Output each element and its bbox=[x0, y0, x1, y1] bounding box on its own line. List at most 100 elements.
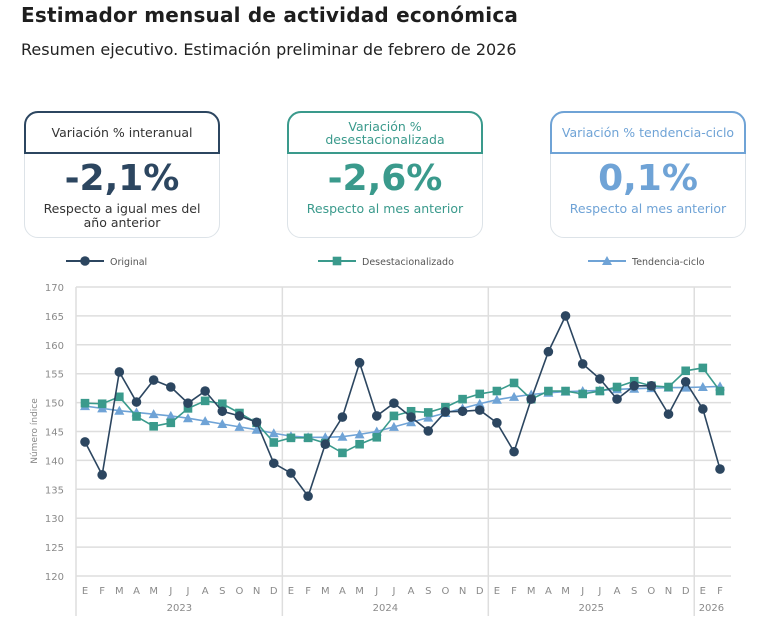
x-tick-label: M bbox=[527, 586, 536, 597]
data-point bbox=[509, 446, 519, 457]
data-point bbox=[80, 398, 90, 408]
y-axis-label: Número índice bbox=[30, 398, 40, 464]
x-tick-label: S bbox=[631, 586, 637, 597]
data-point bbox=[612, 382, 622, 392]
x-tick-label: J bbox=[580, 586, 584, 597]
x-tick-label: E bbox=[700, 586, 706, 597]
data-point bbox=[268, 458, 279, 469]
x-tick-label: M bbox=[149, 586, 158, 597]
card-value: -2,6% bbox=[327, 158, 443, 199]
data-point bbox=[440, 407, 451, 417]
data-point bbox=[303, 433, 313, 443]
card-label: Variación % tendencia-ciclo bbox=[550, 111, 746, 154]
data-point bbox=[474, 398, 485, 408]
data-point bbox=[423, 408, 433, 417]
x-tick-label: J bbox=[391, 586, 395, 597]
data-point bbox=[663, 409, 674, 419]
data-point bbox=[217, 406, 228, 417]
y-tick-label: 150 bbox=[45, 399, 64, 410]
x-tick-label: E bbox=[288, 586, 294, 597]
data-point bbox=[97, 470, 107, 480]
x-tick-label: M bbox=[115, 586, 124, 597]
data-point bbox=[612, 394, 622, 404]
data-point bbox=[355, 439, 364, 449]
data-point bbox=[474, 405, 485, 415]
x-tick-label: O bbox=[441, 586, 449, 597]
x-tick-label: A bbox=[339, 586, 346, 597]
data-point bbox=[286, 433, 296, 443]
data-point bbox=[406, 406, 416, 416]
data-point bbox=[303, 491, 313, 502]
card-value: -2,1% bbox=[64, 158, 180, 199]
data-point bbox=[217, 418, 228, 428]
data-point bbox=[217, 399, 227, 409]
data-point bbox=[595, 386, 605, 396]
y-tick-label: 120 bbox=[45, 572, 64, 583]
data-point bbox=[371, 411, 382, 421]
y-tick-label: 160 bbox=[45, 341, 64, 352]
y-tick-label: 165 bbox=[45, 312, 64, 323]
data-point bbox=[182, 413, 193, 423]
data-point bbox=[234, 411, 245, 421]
data-point bbox=[681, 366, 690, 376]
card-label: Variación % interanual bbox=[24, 111, 220, 154]
data-point bbox=[372, 432, 382, 442]
card-interanual: Variación % interanual -2,1% Respecto a … bbox=[24, 111, 220, 238]
card-label: Variación % desestacionalizada bbox=[287, 111, 483, 154]
data-point bbox=[200, 396, 210, 406]
data-point bbox=[251, 417, 262, 428]
data-point bbox=[131, 397, 142, 407]
legend-marker bbox=[332, 256, 342, 266]
card-description: Respecto al mes anterior bbox=[306, 201, 464, 216]
data-point bbox=[560, 311, 571, 321]
data-point bbox=[165, 410, 176, 420]
x-tick-label: A bbox=[614, 586, 621, 597]
data-point bbox=[148, 409, 159, 419]
data-point bbox=[475, 389, 485, 399]
data-point bbox=[80, 437, 90, 447]
x-tick-label: D bbox=[682, 586, 690, 597]
data-point bbox=[680, 376, 691, 387]
year-label: 2026 bbox=[699, 603, 724, 614]
data-point bbox=[457, 406, 468, 417]
data-point bbox=[458, 394, 467, 404]
data-point bbox=[200, 386, 210, 396]
card-description: Respecto al mes anterior bbox=[569, 201, 727, 216]
data-point bbox=[492, 418, 502, 428]
x-tick-label: J bbox=[168, 586, 172, 597]
data-point bbox=[354, 429, 365, 439]
x-tick-label: J bbox=[374, 586, 378, 597]
data-point bbox=[577, 359, 588, 369]
x-tick-label: M bbox=[321, 586, 330, 597]
y-tick-label: 130 bbox=[45, 514, 64, 525]
x-tick-label: M bbox=[561, 586, 570, 597]
data-point bbox=[509, 378, 519, 388]
legend-label: Desestacionalizado bbox=[362, 257, 454, 268]
x-tick-label: A bbox=[408, 586, 415, 597]
card-desestacionalizada: Variación % desestacionalizada -2,6% Res… bbox=[287, 111, 483, 238]
data-point bbox=[166, 382, 176, 392]
page-title: Estimador mensual de actividad económica bbox=[21, 3, 519, 27]
legend-marker bbox=[602, 256, 612, 265]
legend-label: Original bbox=[110, 257, 147, 268]
card-tendencia-ciclo: Variación % tendencia-ciclo 0,1% Respect… bbox=[550, 111, 746, 238]
x-tick-label: D bbox=[476, 586, 484, 597]
x-tick-label: F bbox=[511, 586, 517, 597]
card-value: 0,1% bbox=[598, 158, 698, 199]
data-point bbox=[149, 421, 158, 431]
data-point bbox=[698, 404, 708, 414]
data-point bbox=[406, 412, 416, 422]
page-subtitle: Resumen ejecutivo. Estimación preliminar… bbox=[21, 40, 517, 59]
data-point bbox=[337, 431, 348, 441]
data-point bbox=[354, 357, 365, 368]
data-point bbox=[269, 438, 279, 447]
legend-label: Tendencia-ciclo bbox=[631, 257, 705, 268]
data-point bbox=[697, 381, 708, 391]
x-tick-label: S bbox=[219, 586, 225, 597]
data-point bbox=[148, 375, 159, 385]
x-tick-label: J bbox=[597, 586, 601, 597]
y-tick-label: 135 bbox=[45, 485, 64, 496]
data-point bbox=[543, 346, 554, 357]
data-point bbox=[234, 421, 245, 431]
year-label: 2023 bbox=[167, 603, 192, 614]
